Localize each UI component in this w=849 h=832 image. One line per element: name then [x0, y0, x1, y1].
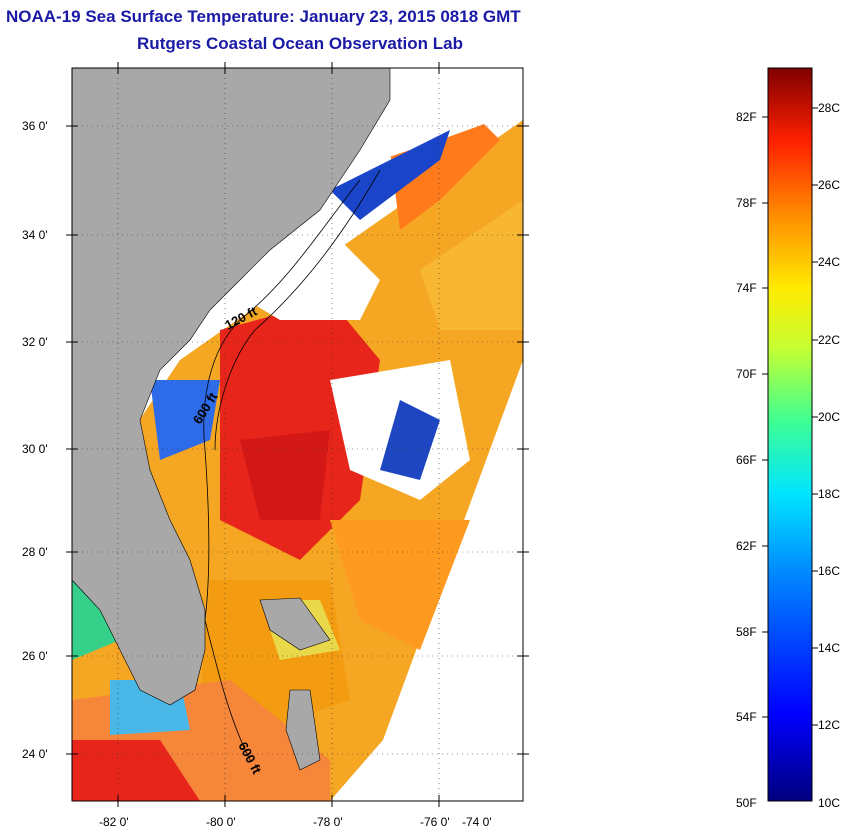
cb-c-18: 18C: [818, 487, 841, 501]
lon-label-78: -78 0': [313, 815, 343, 829]
lon-label-80: -80 0': [206, 815, 236, 829]
cb-c-10: 10C: [818, 796, 841, 810]
depth-contour: [203, 179, 361, 761]
lat-label-32: 32 0': [22, 335, 48, 349]
lat-label-36: 36 0': [22, 119, 48, 133]
sst-field: [72, 68, 523, 801]
cb-c-24: 24C: [818, 255, 841, 269]
cb-f-78: 78F: [736, 196, 757, 210]
cb-f-82: 82F: [736, 110, 757, 124]
graticule: [72, 68, 523, 801]
cb-f-54: 54F: [736, 710, 757, 724]
lon-label-76: -76 0': [420, 815, 450, 829]
map-title: NOAA-19 Sea Surface Temperature: January…: [6, 7, 521, 26]
colorbar-ticks: [762, 107, 818, 726]
map-frame: [71, 67, 524, 802]
cb-c-26: 26C: [818, 178, 841, 192]
cb-c-22: 22C: [818, 333, 841, 347]
map-subtitle: Rutgers Coastal Ocean Observation Lab: [137, 34, 463, 53]
cb-f-66: 66F: [736, 453, 757, 467]
lat-label-28: 28 0': [22, 545, 48, 559]
cb-f-74: 74F: [736, 281, 757, 295]
lon-label-82: -82 0': [99, 815, 129, 829]
cb-c-28: 28C: [818, 101, 841, 115]
lat-label-30: 30 0': [22, 442, 48, 456]
cb-f-62: 62F: [736, 539, 757, 553]
lat-label-24: 24 0': [22, 747, 48, 761]
cb-f-58: 58F: [736, 625, 757, 639]
cb-f-70: 70F: [736, 367, 757, 381]
cb-c-20: 20C: [818, 410, 841, 424]
land-mass: [72, 68, 391, 706]
cb-c-14: 14C: [818, 641, 841, 655]
cb-f-50: 50F: [736, 796, 757, 810]
axis-ticks: [66, 62, 529, 807]
colorbar: [767, 67, 813, 802]
lat-label-26: 26 0': [22, 649, 48, 663]
lon-label-74: -74 0': [462, 815, 492, 829]
cb-c-12: 12C: [818, 718, 841, 732]
lat-label-34: 34 0': [22, 228, 48, 242]
cb-c-16: 16C: [818, 564, 841, 578]
